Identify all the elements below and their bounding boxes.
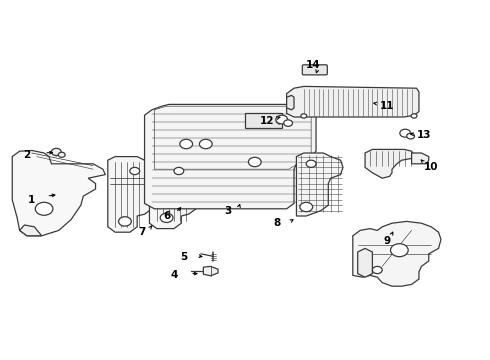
Circle shape bbox=[51, 148, 61, 156]
Polygon shape bbox=[412, 153, 429, 164]
Circle shape bbox=[160, 213, 173, 222]
Text: 9: 9 bbox=[384, 236, 391, 246]
Circle shape bbox=[180, 139, 193, 149]
Text: 7: 7 bbox=[138, 227, 146, 237]
Text: 5: 5 bbox=[180, 252, 187, 262]
Polygon shape bbox=[353, 221, 441, 286]
Polygon shape bbox=[145, 104, 316, 209]
FancyBboxPatch shape bbox=[302, 65, 327, 75]
Text: 14: 14 bbox=[306, 60, 321, 70]
Circle shape bbox=[130, 167, 140, 175]
Text: 3: 3 bbox=[224, 206, 231, 216]
Text: 13: 13 bbox=[416, 130, 431, 140]
Circle shape bbox=[199, 139, 212, 149]
Text: 12: 12 bbox=[260, 116, 274, 126]
Polygon shape bbox=[365, 149, 414, 178]
Polygon shape bbox=[20, 225, 42, 236]
Circle shape bbox=[119, 217, 131, 226]
Text: 11: 11 bbox=[380, 101, 394, 111]
Circle shape bbox=[300, 202, 313, 212]
Text: 6: 6 bbox=[163, 211, 170, 221]
Text: 4: 4 bbox=[170, 270, 178, 280]
Circle shape bbox=[248, 157, 261, 167]
Circle shape bbox=[306, 160, 316, 167]
Circle shape bbox=[400, 129, 411, 137]
Text: 2: 2 bbox=[24, 150, 30, 160]
Circle shape bbox=[284, 120, 293, 126]
Circle shape bbox=[407, 133, 415, 139]
Polygon shape bbox=[296, 153, 343, 216]
Circle shape bbox=[58, 152, 65, 157]
Polygon shape bbox=[358, 248, 372, 277]
Text: 1: 1 bbox=[28, 195, 35, 205]
Circle shape bbox=[391, 244, 408, 257]
Polygon shape bbox=[287, 86, 419, 117]
Text: 10: 10 bbox=[424, 162, 439, 172]
Polygon shape bbox=[245, 113, 282, 128]
Polygon shape bbox=[287, 95, 294, 110]
Text: 8: 8 bbox=[273, 218, 280, 228]
Polygon shape bbox=[149, 157, 198, 229]
Polygon shape bbox=[108, 157, 154, 232]
Circle shape bbox=[411, 114, 417, 118]
Circle shape bbox=[174, 167, 184, 175]
Circle shape bbox=[301, 114, 307, 118]
Polygon shape bbox=[12, 150, 105, 236]
Circle shape bbox=[276, 115, 288, 124]
Polygon shape bbox=[203, 266, 218, 276]
Circle shape bbox=[35, 202, 53, 215]
Circle shape bbox=[372, 266, 382, 274]
